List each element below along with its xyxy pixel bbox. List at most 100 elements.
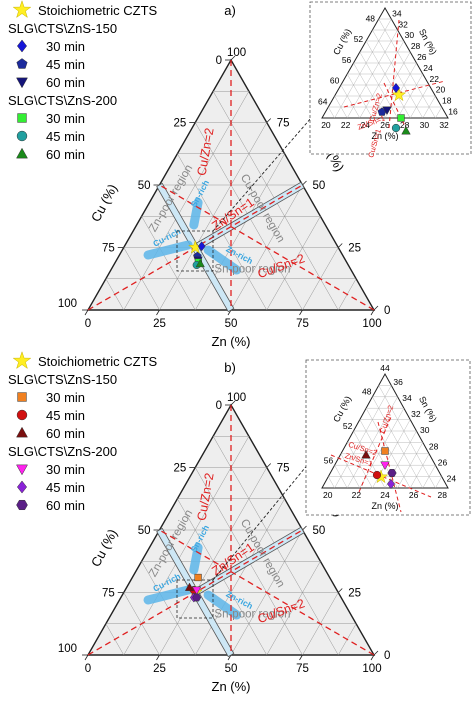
tick-mark (337, 243, 343, 248)
right-tick-label: 0 (384, 305, 390, 317)
legend-group-title: SLG\CTS\ZnS-200 (8, 93, 117, 108)
bottom-tick-label: 25 (153, 663, 166, 675)
inset-data-point (391, 87, 407, 102)
inset-cu-tick: 60 (330, 76, 340, 86)
inset-cu-tick: 48 (366, 13, 376, 23)
inset-top-tick: 44 (380, 363, 390, 373)
tick-mark (227, 654, 232, 661)
inset-zn-tick: 26 (409, 490, 419, 500)
inset-cu-tick: 64 (318, 96, 328, 106)
inset-zn-label: Zn (%) (372, 131, 399, 141)
inset-zn-tick: 28 (400, 120, 410, 130)
zoom-arrow (212, 109, 319, 232)
legend-marker (16, 130, 28, 142)
grid-line (359, 40, 405, 119)
data-point (192, 593, 202, 602)
inset-data-point (372, 470, 382, 480)
inset-zn-tick: 20 (321, 120, 331, 130)
right-tick-label: 100 (227, 47, 246, 59)
inset-data-point (381, 447, 389, 455)
tick-mark (373, 305, 379, 311)
legend-marker (17, 113, 27, 123)
inset-cu-tick: 48 (362, 386, 372, 396)
bottom-tick-label: 0 (85, 318, 91, 330)
legend: Stoichiometric CZTS SLG\CTS\ZnS-150 30 min… (8, 351, 158, 513)
inset-sn-tick: 28 (429, 441, 439, 451)
region-label: Sn-poor region (214, 264, 290, 276)
grid-line (372, 396, 423, 489)
cu-axis-title: Cu (%) (88, 182, 120, 225)
inset-sn-tick: 28 (411, 41, 421, 51)
grid-line (123, 91, 250, 311)
inset-zn-tick: 22 (341, 120, 351, 130)
grid-line (340, 84, 360, 119)
right-tick-label: 75 (277, 463, 290, 475)
legend-label: 30 min (46, 390, 85, 405)
legend-group-title: SLG\CTS\ZnS-200 (8, 444, 117, 459)
grid-line (372, 29, 423, 119)
inset-sn-tick: 24 (423, 63, 433, 73)
tick-mark (373, 650, 379, 656)
inset-cu-tick: 52 (343, 421, 353, 431)
tick-mark (156, 654, 160, 661)
legend-label: Stoichiometric CZTS (38, 354, 158, 369)
inset-sn-tick: 22 (430, 74, 440, 84)
tick-mark (370, 654, 375, 661)
inset-ratio-line (383, 82, 408, 131)
tick-mark (299, 309, 303, 316)
tick-mark (156, 309, 160, 316)
inset-data-point (380, 461, 390, 471)
legend-label: 45 min (46, 480, 85, 495)
inset-zn-tick: 20 (323, 490, 333, 500)
tick-mark (266, 463, 272, 468)
tick-mark (230, 400, 236, 406)
left-tick-label: 25 (173, 463, 186, 475)
inset-sn-tick: 18 (442, 96, 452, 106)
legend-label: 60 min (46, 426, 85, 441)
ternary-panel-1: 0 25 50 75 100 100 75 50 25 0 0 25 50 75 100 Zn (%) Cu (… (8, 0, 472, 349)
region-arrow (203, 590, 242, 620)
inset-sn-tick: 34 (402, 393, 412, 403)
inset-data-point (387, 478, 395, 490)
inset-sn-tick: 36 (393, 377, 403, 387)
right-tick-label: 25 (348, 588, 361, 600)
region-label: Sn-poor region (214, 609, 290, 621)
inset-sn-tick: 32 (398, 19, 408, 29)
legend-marker (16, 409, 28, 421)
panel-label: b) (224, 360, 236, 375)
grid-line (353, 62, 386, 119)
legend-marker (12, 0, 32, 19)
legend-label: Stoichiometric CZTS (38, 3, 158, 18)
tick-mark (230, 55, 236, 61)
data-point (195, 258, 205, 268)
legend-marker (16, 58, 28, 69)
grid-line (334, 385, 392, 489)
right-tick-label: 100 (227, 392, 246, 404)
legend-marker (16, 499, 28, 511)
bottom-tick-label: 75 (296, 663, 309, 675)
legend-label: 45 min (46, 408, 85, 423)
inset-cu-tick: 56 (324, 455, 334, 465)
data-point (197, 241, 206, 252)
region-arrow (143, 585, 193, 605)
inset-data-point (401, 125, 411, 135)
inset-grid (328, 18, 442, 119)
grid-line (365, 40, 411, 119)
legend-label: 30 min (46, 39, 85, 54)
grid-line (328, 476, 335, 489)
inset-ratio-line (377, 421, 402, 513)
right-tick-label: 50 (313, 180, 326, 192)
legend-marker (17, 392, 27, 402)
ratio-line (159, 529, 375, 656)
inset-sn-tick: 16 (448, 106, 458, 116)
grid-line (347, 29, 398, 119)
inset-zn-tick: 28 (438, 490, 448, 500)
ratio-line (159, 184, 375, 311)
inset-data-point (391, 123, 401, 133)
inset-zn-tick: 32 (439, 120, 449, 130)
inset-sn-tick: 24 (447, 473, 457, 483)
inset-data-point (361, 449, 371, 459)
left-tick-label: 0 (216, 55, 222, 67)
legend-label: 60 min (46, 147, 85, 162)
